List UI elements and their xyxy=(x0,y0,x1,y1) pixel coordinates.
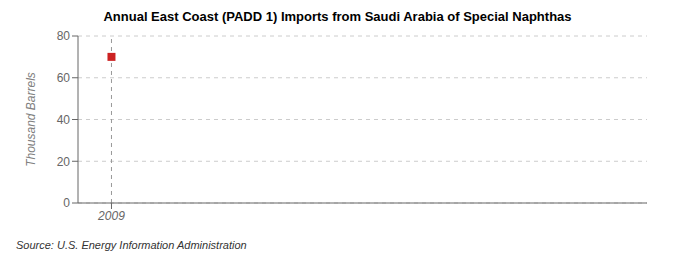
html-text:Source: U.S. Energy Informatio: Source: U.S. Energy Information Administ… xyxy=(16,239,247,251)
svg-text:Thousand Barrels: Thousand Barrels xyxy=(24,72,38,167)
svg-text:20: 20 xyxy=(57,155,71,169)
svg-text:40: 40 xyxy=(57,113,71,127)
svg-text:60: 60 xyxy=(57,71,71,85)
svg-text:2009: 2009 xyxy=(97,209,125,223)
html-text:Annual East Coast (PADD 1) Imp: Annual East Coast (PADD 1) Imports from … xyxy=(103,9,572,24)
svg-text:80: 80 xyxy=(57,29,71,43)
svg-text:0: 0 xyxy=(63,196,70,210)
